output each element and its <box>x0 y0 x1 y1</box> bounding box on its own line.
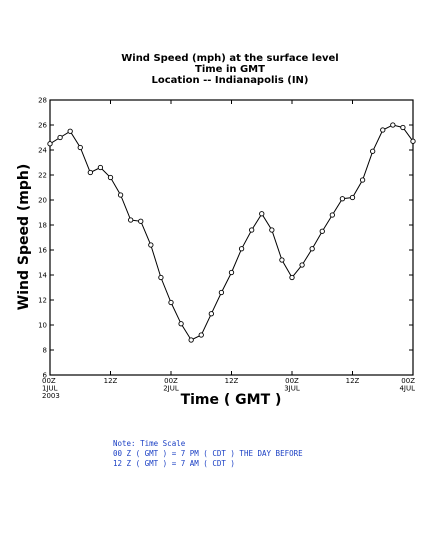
x-tick-label: 12Z <box>104 377 118 385</box>
data-point <box>380 127 386 133</box>
data-point <box>400 124 406 131</box>
data-point <box>198 332 204 338</box>
y-tick-label: 10 <box>38 322 47 330</box>
y-tick-label: 24 <box>38 147 47 155</box>
data-point <box>319 228 325 234</box>
x-tick-label: 2JUL <box>163 385 179 393</box>
data-point <box>97 164 104 171</box>
x-tick-label: 4JUL <box>399 385 415 393</box>
data-point <box>370 148 376 154</box>
data-point <box>309 246 315 252</box>
data-point <box>339 196 346 202</box>
data-point <box>299 262 305 268</box>
x-tick-label: 3JUL <box>284 385 300 393</box>
y-tick-label: 6 <box>43 372 48 380</box>
x-tick-label: 00Z <box>164 377 178 385</box>
data-point <box>208 311 214 317</box>
y-tick-label: 28 <box>38 97 47 105</box>
y-axis: 6 8 10 12 14 16 18 20 22 24 26 28 <box>38 97 413 380</box>
series-layer <box>47 122 416 343</box>
y-tick-label: 20 <box>38 197 47 205</box>
y-axis-label: Wind Speed (mph) <box>16 164 32 310</box>
y-tick-label: 12 <box>38 297 47 305</box>
data-point <box>218 289 225 296</box>
x-tick-label: 00Z <box>42 377 56 385</box>
data-point <box>57 134 63 141</box>
data-point <box>148 242 154 248</box>
series-line <box>49 124 414 341</box>
y-tick-label: 8 <box>43 347 47 355</box>
data-point <box>228 269 235 276</box>
chart-title-line-1: Wind Speed (mph) at the surface level <box>121 53 339 64</box>
y-tick-label: 18 <box>38 222 47 230</box>
note-line-3: 12 Z ( GMT ) = 7 AM ( CDT ) <box>113 459 235 468</box>
data-point <box>107 174 114 181</box>
data-point <box>410 138 416 144</box>
x-axis-label: Time ( GMT ) <box>181 392 282 408</box>
note-line-1: Note: Time Scale <box>113 439 186 448</box>
data-point <box>289 274 295 281</box>
data-point <box>329 212 335 218</box>
data-point <box>158 274 164 281</box>
time-scale-note: Note: Time Scale 00 Z ( GMT ) = 7 PM ( C… <box>113 439 303 469</box>
data-point <box>259 211 265 217</box>
note-line-2: 00 Z ( GMT ) = 7 PM ( CDT ) THE DAY BEFO… <box>113 449 303 458</box>
data-point <box>138 218 144 224</box>
x-tick-label: 00Z <box>401 377 415 385</box>
data-point <box>349 194 356 201</box>
x-tick-label: 00Z <box>285 377 299 385</box>
x-tick-label: 12Z <box>346 377 360 385</box>
data-point <box>67 128 73 134</box>
data-point <box>47 141 53 147</box>
y-tick-label: 26 <box>38 122 47 130</box>
data-point <box>238 246 245 252</box>
x-tick-label: 12Z <box>225 377 239 385</box>
y-tick-label: 22 <box>38 172 47 180</box>
plot-frame <box>49 99 414 376</box>
data-point <box>249 227 255 233</box>
data-point <box>168 299 174 306</box>
data-point <box>279 257 285 263</box>
data-point <box>128 217 134 223</box>
data-point <box>188 337 194 343</box>
data-point <box>178 321 184 327</box>
data-point <box>269 227 275 233</box>
chart-title-line-3: Location -- Indianapolis (IN) <box>152 75 309 86</box>
data-point <box>390 122 396 128</box>
y-tick-label: 14 <box>38 272 47 280</box>
data-point <box>87 169 93 176</box>
data-point <box>77 144 83 151</box>
data-point <box>359 177 366 183</box>
x-tick-label: 1JUL <box>42 385 58 393</box>
chart-title-line-2: Time in GMT <box>195 64 265 75</box>
data-point <box>117 192 124 198</box>
y-tick-label: 16 <box>38 247 47 255</box>
x-tick-label: 2003 <box>42 392 60 400</box>
